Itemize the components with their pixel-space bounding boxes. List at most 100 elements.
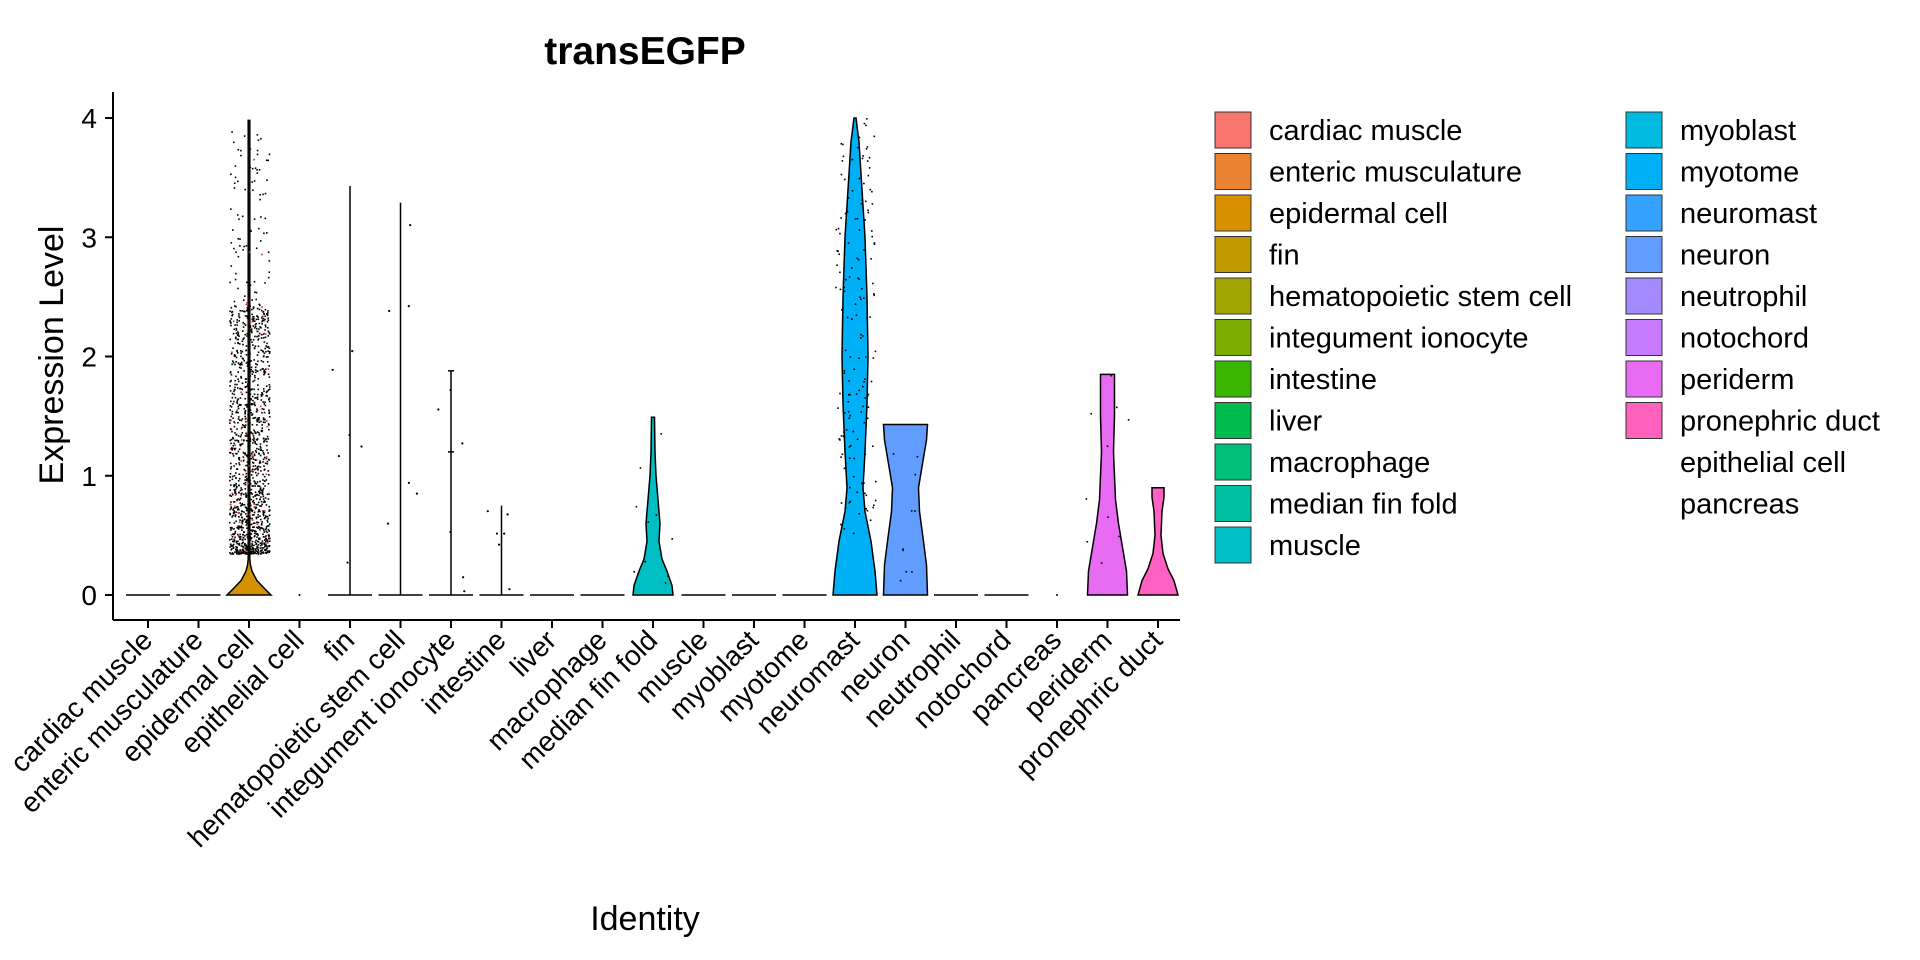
legend: cardiac muscle enteric musculature epiderm… xyxy=(1214,111,1880,564)
legend-item: epithelial cell xyxy=(1680,447,1846,479)
violin-body xyxy=(632,416,674,596)
y-tick-label: 1 xyxy=(81,461,97,492)
violin-fin: fin xyxy=(317,185,372,667)
data-point xyxy=(407,305,410,308)
data-point xyxy=(407,481,411,484)
legend-item: cardiac muscle xyxy=(1214,111,1462,149)
x-axis-title: Identity xyxy=(590,900,700,938)
jitter-points xyxy=(1085,374,1130,564)
legend-item: epidermal cell xyxy=(1214,194,1448,232)
legend-label: pronephric duct xyxy=(1680,406,1880,438)
jitter-points xyxy=(633,433,674,584)
legend-swatch xyxy=(1625,277,1663,315)
data-point xyxy=(298,594,301,596)
data-point xyxy=(449,530,452,534)
legend-label: epithelial cell xyxy=(1680,447,1846,479)
violin-body xyxy=(882,423,929,596)
legend-label: muscle xyxy=(1269,530,1361,562)
legend-swatch xyxy=(1625,153,1663,190)
y-tick-label: 0 xyxy=(81,580,97,611)
legend-label: median fin fold xyxy=(1269,489,1458,521)
legend-swatch xyxy=(1625,319,1663,356)
legend-item: integument ionocyte xyxy=(1214,319,1529,356)
jitter-points xyxy=(892,453,919,582)
data-point xyxy=(346,561,349,564)
legend-swatch xyxy=(1625,111,1663,149)
legend-label: liver xyxy=(1269,406,1323,438)
legend-label: intestine xyxy=(1269,364,1377,396)
y-tick-label: 2 xyxy=(81,342,97,373)
jitter-points xyxy=(835,118,877,535)
legend-item: muscle xyxy=(1214,526,1361,564)
data-point xyxy=(462,576,465,579)
y-axis-title: Expression Level xyxy=(33,226,71,485)
data-point xyxy=(388,309,391,313)
data-point xyxy=(348,433,351,437)
data-point xyxy=(409,224,412,227)
legend-swatch xyxy=(1214,360,1252,398)
data-point xyxy=(503,532,506,535)
y-tick-label: 4 xyxy=(81,103,97,134)
chart-title: transEGFP xyxy=(544,30,746,73)
legend-item: hematopoietic stem cell xyxy=(1214,277,1572,315)
legend-label: integument ionocyte xyxy=(1269,323,1529,355)
legend-label: neuron xyxy=(1680,240,1770,272)
legend-item: median fin fold xyxy=(1214,485,1458,522)
legend-swatch xyxy=(1625,402,1663,439)
legend-swatch xyxy=(1214,277,1252,315)
legend-item: periderm xyxy=(1625,360,1794,398)
legend-label: enteric musculature xyxy=(1269,157,1522,189)
data-point xyxy=(415,492,419,495)
legend-label: periderm xyxy=(1680,364,1794,396)
violin-intestine: intestine xyxy=(416,505,524,720)
legend-swatch xyxy=(1214,319,1252,356)
legend-label: hematopoietic stem cell xyxy=(1269,281,1572,313)
y-tick-label: 3 xyxy=(81,222,97,253)
legend-item: neuron xyxy=(1625,236,1770,273)
legend-item: neutrophil xyxy=(1625,277,1807,315)
violin-body xyxy=(1086,373,1129,596)
data-point xyxy=(449,388,452,392)
legend-item: pronephric duct xyxy=(1625,402,1880,439)
violin-hematopoietic-stem-cell: hematopoietic stem cell xyxy=(182,202,423,853)
legend-label: pancreas xyxy=(1680,489,1799,521)
data-point xyxy=(508,588,511,591)
data-point xyxy=(463,590,466,593)
legend-item: neuromast xyxy=(1625,194,1817,232)
legend-swatch xyxy=(1214,402,1252,439)
violin-body xyxy=(1137,486,1179,596)
jitter-points xyxy=(229,131,271,555)
legend-item: myoblast xyxy=(1625,111,1796,149)
legend-swatch xyxy=(1214,526,1252,564)
data-point xyxy=(331,368,334,371)
legend-swatch xyxy=(1214,194,1252,232)
legend-label: myotome xyxy=(1680,157,1799,189)
legend-item: liver xyxy=(1214,402,1323,439)
data-point xyxy=(351,350,354,353)
legend-label: fin xyxy=(1269,240,1300,272)
legend-swatch xyxy=(1214,111,1252,149)
data-point xyxy=(486,510,489,513)
data-point xyxy=(461,442,464,445)
legend-label: epidermal cell xyxy=(1269,198,1448,230)
legend-swatch xyxy=(1214,443,1252,481)
data-point xyxy=(437,408,440,411)
data-point xyxy=(1056,594,1058,596)
legend-item: macrophage xyxy=(1214,443,1430,481)
legend-label: neuromast xyxy=(1680,198,1817,230)
legend-item: intestine xyxy=(1214,360,1377,398)
legend-swatch xyxy=(1625,194,1663,232)
violin-body xyxy=(225,119,273,596)
legend-swatch xyxy=(1214,485,1252,522)
legend-swatch xyxy=(1625,360,1663,398)
legend-item: enteric musculature xyxy=(1214,153,1522,190)
legend-item: notochord xyxy=(1625,319,1809,356)
legend-swatch xyxy=(1214,236,1252,273)
legend-label: notochord xyxy=(1680,323,1809,355)
legend-swatch xyxy=(1625,236,1663,273)
legend-item: pancreas xyxy=(1680,489,1799,521)
data-point xyxy=(360,445,363,448)
legend-swatch xyxy=(1214,153,1252,190)
